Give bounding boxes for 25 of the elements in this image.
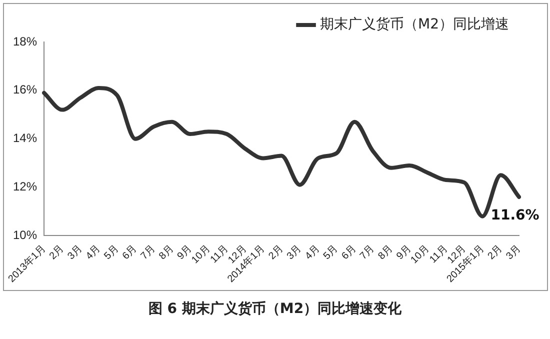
x-tick-label: 3月 [285,243,304,262]
text: 图 6 期末广义货币（M2）同比增速变化 [147,300,403,318]
x-tick-label: 6月 [340,243,359,262]
x-tick-label: 8月 [376,243,396,262]
y-tick-label: 16% [12,82,38,97]
y-tick-label: 14% [12,131,38,146]
x-tick-label: 7月 [358,243,377,262]
data-label: 11.6% [490,208,540,224]
x-tick-label: 3月 [66,243,85,262]
x-tick-label: 2月 [486,243,505,262]
x-tick-label: 6月 [120,243,140,262]
x-tick-label: 7月 [138,243,158,262]
y-tick-label: 18% [12,34,38,48]
x-tick-label: 10月 [190,243,212,266]
x-tick-label: 2月 [48,243,66,262]
y-tick-label: 10% [12,228,38,242]
y-tick-label: 12% [12,180,38,194]
x-tick-label: 4月 [303,243,322,262]
x-tick-label: 3月 [504,243,524,262]
x-tick-label: 4月 [84,243,103,262]
x-tick-label: 8月 [157,243,176,262]
x-tick-label: 2月 [266,243,286,262]
legend-label: 期末广义货币（M2）同比增速 [320,16,510,33]
x-tick-label: 5月 [322,243,340,262]
x-tick-label: 5月 [102,243,122,262]
